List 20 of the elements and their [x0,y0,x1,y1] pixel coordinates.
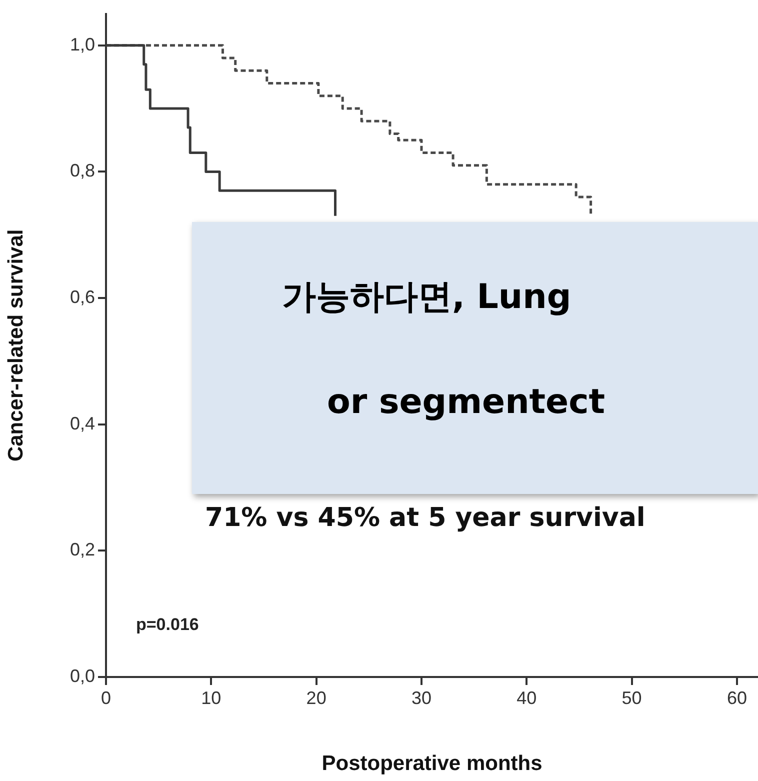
text-box: 가능하다면, Lung or segmentect [192,222,758,494]
x-tick-label: 60 [726,688,747,708]
x-tick-label: 10 [201,688,222,708]
x-tick-label: 0 [100,688,112,708]
x-tick-label: 40 [516,688,537,708]
y-tick-label: 0,0 [70,666,95,686]
y-tick-label: 0,4 [70,413,95,434]
annotation: 가능하다면, Lung [282,276,572,319]
x-tick-label: 20 [306,688,326,708]
x-tick-label: 30 [411,688,432,708]
annotation: or segmentect [327,382,606,422]
y-tick-label: 0,2 [70,540,95,560]
x-tick-label: 50 [622,688,642,708]
x-axis-title: Postoperative months [322,752,542,776]
annotation: 71% vs 45% at 5 year survival [205,503,646,533]
y-tick-label: 0,8 [70,160,95,181]
y-axis-title: Cancer-related survival [4,229,28,462]
y-tick-label: 1,0 [70,34,95,54]
y-tick-label: 0,6 [70,286,95,307]
annotation: p=0.016 [136,615,199,634]
